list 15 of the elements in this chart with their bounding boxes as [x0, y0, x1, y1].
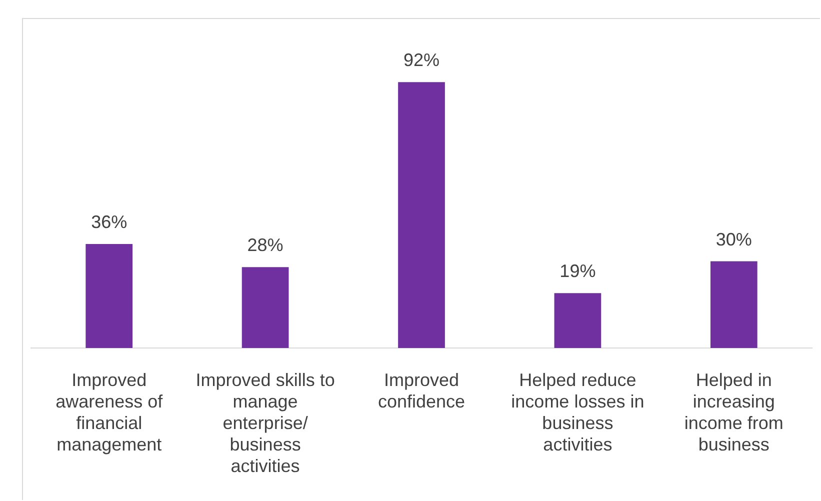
x-tick-label: Improved awareness of financial management — [56, 370, 164, 455]
bar — [242, 267, 289, 348]
data-label: 28% — [247, 235, 284, 256]
data-label: 30% — [716, 229, 752, 250]
bar — [86, 244, 133, 348]
bar — [398, 82, 445, 348]
data-label: 92% — [403, 50, 440, 70]
bar — [554, 293, 602, 348]
x-tick-label: Improved skills to manage enterprise/ business activities — [196, 370, 335, 476]
x-tick-label: Helped reduce income losses in business activities — [511, 370, 644, 455]
bar — [710, 261, 758, 348]
x-tick-label: Helped in increasing income from business — [684, 370, 784, 455]
x-tick-label: Improved confidence — [378, 370, 466, 412]
data-label: 36% — [91, 212, 128, 232]
data-label: 19% — [560, 261, 596, 282]
